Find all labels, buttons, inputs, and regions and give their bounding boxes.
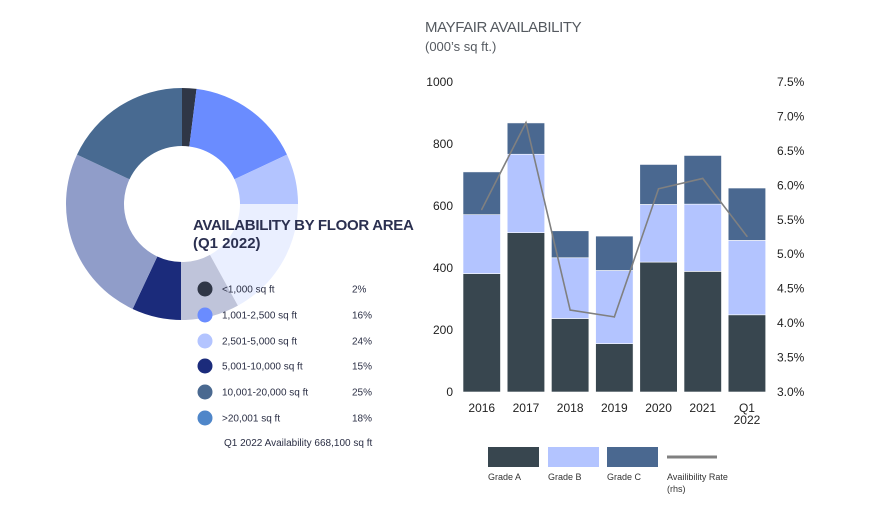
- y2-tick-label: 6.5%: [777, 144, 805, 158]
- y2-tick-label: 7.0%: [777, 109, 805, 123]
- x-tick-label: 2021: [689, 401, 716, 415]
- donut-slice: [77, 88, 182, 180]
- donut-title: AVAILABILITY BY FLOOR AREA: [193, 217, 414, 234]
- legend-label: Grade C: [607, 472, 642, 482]
- bar-segment-grade-a: [551, 318, 590, 393]
- legend-value: 2%: [352, 285, 367, 296]
- bar-segment-grade-b: [595, 270, 634, 344]
- legend-panel-overlay: [181, 204, 421, 334]
- bar-segment-grade-a: [639, 261, 678, 393]
- donut-slice: [182, 88, 197, 147]
- bar-segment-grade-a: [727, 314, 767, 393]
- bar-chart-title: MAYFAIR AVAILABILITY: [425, 19, 582, 36]
- availability-rate-point: [569, 309, 571, 311]
- x-tick-label: 2016: [468, 401, 495, 415]
- bar-segment-grade-a: [595, 343, 634, 393]
- legend-label: 10,001-20,000 sq ft: [222, 388, 308, 399]
- y2-tick-label: 6.0%: [777, 178, 805, 192]
- legend-swatch: [197, 333, 213, 349]
- legend-swatch: [607, 447, 658, 467]
- y2-tick-label: 4.0%: [777, 316, 805, 330]
- legend-swatch: [548, 447, 599, 467]
- availability-rate-point: [525, 121, 527, 124]
- y-tick-label: 200: [433, 323, 453, 337]
- y-tick-label: 1000: [426, 75, 453, 89]
- y-tick-label: 800: [433, 137, 453, 151]
- bar-segment-grade-b: [506, 153, 546, 233]
- legend-label: 1,001-2,500 sq ft: [222, 311, 297, 322]
- y2-tick-label: 7.5%: [777, 75, 805, 89]
- bar-segment-grade-b: [462, 214, 501, 274]
- bar-segment-grade-a: [683, 271, 722, 393]
- legend-label: Grade B: [548, 472, 582, 482]
- bar-segment-grade-b: [683, 203, 722, 272]
- bar-segment-grade-c: [639, 164, 678, 205]
- y2-tick-label: 5.0%: [777, 247, 805, 261]
- bar-segment-grade-c: [551, 230, 590, 259]
- bar-segment-grade-c: [727, 187, 767, 241]
- availability-rate-point: [701, 177, 704, 180]
- legend-swatch: [197, 384, 213, 400]
- x-tick-label: 2019: [601, 401, 628, 415]
- legend-value: 24%: [352, 337, 372, 348]
- bar-segment-grade-a: [506, 232, 546, 393]
- y2-tick-label: 5.5%: [777, 213, 805, 227]
- bar-segment-grade-b: [639, 204, 678, 263]
- availability-rate-point: [480, 208, 483, 211]
- y2-tick-label: 3.5%: [777, 351, 805, 365]
- donut-slice: [189, 88, 287, 180]
- bar-chart-subtitle: (000’s sq ft.): [425, 39, 496, 54]
- legend-label-suffix: (rhs): [667, 484, 686, 494]
- legend-value: 18%: [352, 414, 372, 425]
- availability-rate-point: [746, 235, 748, 238]
- legend-value: 15%: [352, 362, 372, 373]
- availability-rate-point: [613, 316, 616, 318]
- legend-swatch: [197, 358, 213, 374]
- bar-segment-grade-a: [462, 273, 501, 393]
- bar-segment-grade-c: [506, 122, 546, 155]
- legend-label: 5,001-10,000 sq ft: [222, 362, 303, 373]
- x-tick-label: 2020: [645, 401, 672, 415]
- legend-value: 25%: [352, 388, 372, 399]
- y-tick-label: 600: [433, 199, 453, 213]
- bar-segment-grade-b: [727, 240, 767, 316]
- x-tick-label: 2017: [513, 401, 540, 415]
- y2-tick-label: 3.0%: [777, 385, 805, 399]
- y2-tick-label: 4.5%: [777, 282, 805, 296]
- legend-label: Availibility Rate: [667, 472, 728, 482]
- legend-swatch: [197, 281, 213, 297]
- y-tick-label: 400: [433, 261, 453, 275]
- legend-label: 2,501-5,000 sq ft: [222, 337, 297, 348]
- x-tick-label: 2018: [557, 401, 584, 415]
- legend-label: <1,000 sq ft: [222, 285, 275, 296]
- legend-value: 16%: [352, 311, 372, 322]
- bar-segment-grade-c: [595, 235, 634, 271]
- legend-label: >20,001 sq ft: [222, 414, 280, 425]
- legend-swatch: [197, 410, 213, 426]
- legend-swatch: [197, 307, 213, 323]
- y-tick-label: 0: [446, 385, 453, 399]
- bar-segment-grade-c: [462, 171, 501, 215]
- x-tick-label: 2022: [734, 413, 761, 427]
- legend-swatch: [488, 447, 539, 467]
- donut-footnote: Q1 2022 Availability 668,100 sq ft: [224, 438, 372, 449]
- x-tick-label: Q1: [739, 401, 755, 415]
- legend-label: Grade A: [488, 472, 521, 482]
- donut-subtitle: (Q1 2022): [193, 235, 261, 252]
- donut-slice: [65, 154, 158, 309]
- availability-rate-point: [657, 187, 660, 190]
